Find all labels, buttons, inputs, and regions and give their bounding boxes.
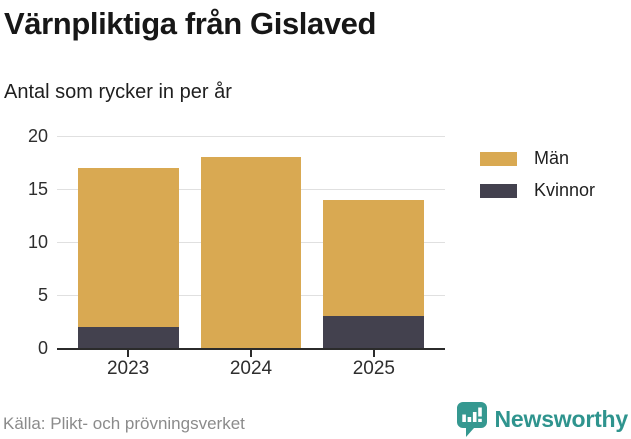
legend-label-män: Män	[534, 148, 570, 168]
legend-swatch-kvinnor	[480, 183, 517, 198]
bar-segment-2023-män	[77, 167, 179, 327]
y-tick-label-5: 5	[37, 285, 48, 305]
chart-subtitle: Antal som rycker in per år	[4, 81, 232, 103]
legend-swatch-män	[480, 151, 517, 166]
x-axis: 2023 2024 2025	[57, 358, 445, 382]
x-tick-label-2023: 2023	[106, 358, 150, 379]
x-tick-2023	[127, 350, 130, 357]
bar-segment-2023-kvinnor	[77, 326, 179, 348]
x-tick-2025	[372, 350, 375, 357]
y-tick-label-15: 15	[27, 179, 48, 199]
legend-item-kvinnor: Kvinnor	[480, 180, 595, 201]
legend-label-kvinnor: Kvinnor	[534, 180, 596, 200]
legend-item-män: Män	[480, 148, 595, 169]
x-tick-label-2024: 2024	[229, 358, 273, 379]
bar-segment-2025-kvinnor	[323, 316, 425, 348]
x-tick-label-2025: 2025	[352, 358, 395, 379]
plot-area	[57, 136, 445, 357]
brand-wordmark: Newsworthy	[494, 406, 629, 432]
brand-logo: Newsworthy	[456, 401, 629, 438]
x-tick-2024	[250, 350, 252, 357]
gridline-20	[57, 136, 445, 137]
chart-title: Värnpliktiga från Gislaved	[4, 6, 377, 41]
bar-2023	[77, 136, 179, 348]
bar-segment-2024-män	[200, 157, 302, 348]
bar-segment-2025-män	[323, 199, 425, 317]
source-note: Källa: Plikt- och prövningsverket	[3, 414, 245, 433]
legend: Män Kvinnor	[480, 148, 595, 212]
bar-2025	[323, 136, 425, 348]
y-tick-label-10: 10	[27, 232, 48, 252]
bar-chart-speech-bubble-icon	[456, 401, 487, 437]
y-axis: 0 5 10 15 20	[0, 126, 48, 358]
y-tick-label-0: 0	[37, 338, 48, 358]
bar-2024	[200, 136, 302, 348]
y-tick-label-20: 20	[27, 126, 48, 146]
